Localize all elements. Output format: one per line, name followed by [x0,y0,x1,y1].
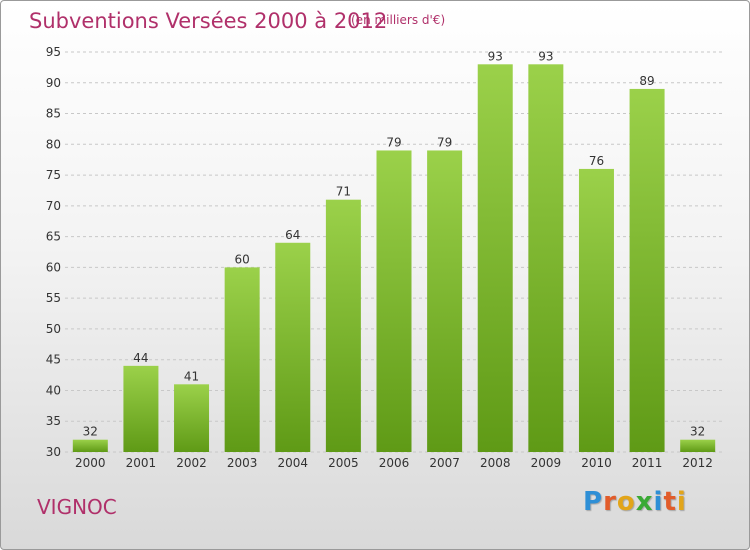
logo-letter: r [603,487,617,517]
data-label: 32 [690,425,705,439]
data-label: 60 [235,252,250,266]
bar [325,199,361,452]
bar [376,150,412,452]
data-label: 71 [336,185,351,199]
data-label: 76 [589,154,604,168]
y-tick-label: 45 [46,353,61,367]
bar [174,384,210,452]
data-labels: 32 44 41 60 64 71 79 79 93 93 76 89 32 [83,49,706,438]
data-label: 93 [488,49,503,63]
logo-letter: i [653,487,664,517]
data-label: 79 [437,135,452,149]
x-tick-label: 2011 [632,456,663,470]
x-tick-label: 2006 [379,456,410,470]
logo-letter: o [616,487,636,517]
y-tick-label: 70 [46,199,61,213]
y-tick-label: 55 [46,291,61,305]
bar [477,64,513,453]
x-tick-label: 2010 [581,456,612,470]
y-tick-label: 75 [46,168,61,182]
x-tick-label: 2004 [277,456,308,470]
x-tick-label: 2012 [682,456,713,470]
unit-label: (en milliers d'€) [351,13,446,27]
bar [72,439,108,452]
y-tick-label: 50 [46,322,61,336]
commune-name: VIGNOC [37,495,117,519]
x-tick-label: 2000 [75,456,106,470]
y-tick-label: 40 [46,383,61,397]
y-axis-ticks: 30 35 40 45 50 55 60 65 70 75 80 85 90 95 [46,45,61,459]
bars [72,64,716,453]
x-tick-label: 2002 [176,456,207,470]
bar [275,242,311,452]
bar [578,168,614,452]
logo-letter: i [676,487,687,517]
x-axis-ticks: 2000 2001 2002 2003 2004 2005 2006 2007 2008 2009… [75,456,713,470]
y-tick-label: 80 [46,137,61,151]
bar [224,267,260,452]
chart-title: Subventions Versées 2000 à 2012 [29,9,388,33]
y-tick-label: 60 [46,260,61,274]
bar [680,439,716,452]
logo-letter: P [583,487,604,517]
y-tick-label: 90 [46,76,61,90]
x-tick-label: 2001 [126,456,157,470]
x-tick-label: 2005 [328,456,359,470]
logo-letter: t [663,487,677,517]
x-tick-label: 2003 [227,456,258,470]
data-label: 41 [184,369,199,383]
bar [528,64,564,453]
data-label: 79 [386,135,401,149]
y-tick-label: 85 [46,107,61,121]
data-label: 32 [83,425,98,439]
logo-letter: x [635,487,654,517]
bar [629,88,665,452]
y-tick-label: 35 [46,414,61,428]
data-label: 93 [538,49,553,63]
y-tick-label: 30 [46,445,61,459]
x-tick-label: 2007 [429,456,460,470]
x-tick-label: 2009 [531,456,562,470]
data-label: 44 [133,351,148,365]
proxiti-logo: Proxiti [583,487,687,517]
y-tick-label: 95 [46,45,61,59]
bar [427,150,463,452]
bar-chart: 30 35 40 45 50 55 60 65 70 75 80 85 90 95 32 44 41 60 64 7… [46,45,723,470]
y-tick-label: 65 [46,230,61,244]
data-label: 64 [285,228,300,242]
bar [123,365,159,452]
data-label: 89 [639,74,654,88]
x-tick-label: 2008 [480,456,511,470]
